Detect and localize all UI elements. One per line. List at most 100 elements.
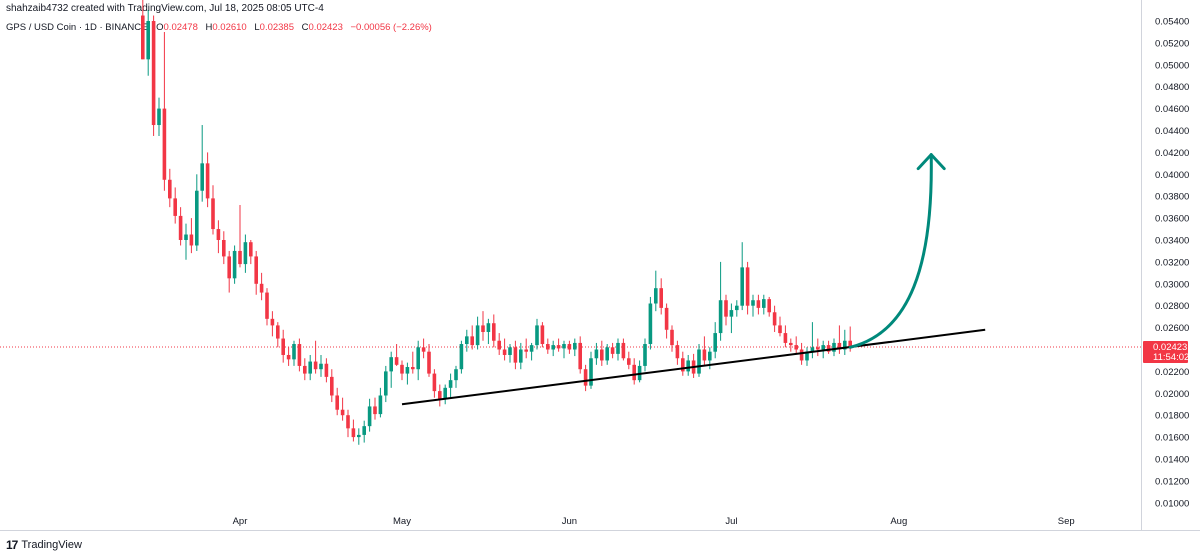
price-tick-label: 0.02600: [1155, 323, 1189, 334]
candle-body: [535, 325, 539, 346]
candle-body: [465, 336, 469, 345]
candle-body: [708, 351, 712, 361]
candle-body: [416, 347, 420, 370]
candle-body: [346, 415, 350, 429]
candle-body: [654, 288, 658, 304]
candle-body: [826, 345, 831, 352]
candle-body: [394, 357, 399, 365]
price-tick-label: 0.01400: [1155, 455, 1189, 466]
candle-body: [497, 340, 501, 350]
candle-body: [632, 364, 636, 381]
candle-body: [373, 406, 377, 415]
price-tag: 0.02423 11:54:02: [1143, 340, 1189, 363]
symbol-name[interactable]: GPS / USD Coin · 1D · BINANCE: [6, 22, 148, 33]
price-tick-label: 0.04000: [1155, 170, 1189, 181]
open-label: O: [156, 22, 164, 33]
candle-body: [205, 163, 210, 199]
tradingview-logo-icon: 17: [6, 538, 18, 552]
candle-body: [454, 369, 458, 381]
support-trendline[interactable]: [401, 328, 986, 406]
price-tag-price: 0.02423: [1153, 342, 1187, 353]
price-tick-label: 0.05400: [1155, 17, 1189, 28]
candle-body: [546, 344, 550, 350]
candle-body: [567, 344, 572, 350]
candle-body: [740, 267, 744, 306]
footer-brand[interactable]: 17 TradingView: [6, 538, 82, 552]
price-tick-label: 0.01600: [1155, 433, 1189, 444]
candle-body: [313, 361, 318, 370]
candle-body: [189, 234, 194, 246]
candle-body: [513, 347, 518, 363]
candle-body: [783, 333, 788, 343]
candle-body: [157, 108, 161, 126]
candle-body: [308, 361, 312, 374]
candle-body: [281, 338, 285, 355]
candle-body: [762, 299, 766, 308]
candle-body: [616, 342, 620, 354]
candle-body: [297, 344, 302, 366]
candle-body: [594, 349, 599, 359]
candle-body: [319, 363, 323, 370]
candle-body: [362, 426, 366, 435]
candle-body: [837, 342, 842, 350]
candle-body: [810, 347, 815, 352]
price-axis[interactable]: 0.05400 0.05200 0.05000 0.04800 0.04600 0.044…: [1155, 17, 1189, 510]
candle-body: [772, 312, 777, 326]
candle-body: [724, 300, 728, 317]
candle-body: [227, 256, 231, 279]
time-tick-label: May: [393, 516, 411, 527]
candle-body: [330, 376, 334, 396]
price-tick-label: 0.01800: [1155, 411, 1189, 422]
candle-body: [670, 329, 674, 346]
candle-body: [486, 323, 491, 332]
price-tick-label: 0.04600: [1155, 104, 1189, 115]
high-label: H: [205, 22, 213, 33]
price-tag-countdown: 11:54:02: [1153, 352, 1189, 363]
projection-arrow[interactable]: [848, 153, 946, 349]
candle-body: [540, 325, 545, 345]
candle-body: [335, 395, 339, 410]
time-axis[interactable]: Apr May Jun Jul Aug Sep: [233, 516, 1075, 527]
candle-body: [481, 325, 485, 332]
candle-body: [389, 357, 393, 372]
candle-body: [351, 428, 356, 438]
change-value: −0.00056 (−2.26%): [350, 22, 432, 33]
candle-body: [718, 300, 723, 334]
symbol-legend: GPS / USD Coin · 1D · BINANCE O0.02478 H…: [6, 22, 437, 33]
candle-body: [794, 345, 798, 350]
candle-body: [303, 365, 307, 374]
candle-body: [508, 347, 512, 355]
candle-body: [173, 198, 177, 216]
candles-group: [141, 0, 852, 445]
candle-body: [702, 349, 707, 361]
candle-body: [735, 305, 739, 311]
candle-body: [475, 325, 480, 346]
time-tick-label: Jul: [725, 516, 737, 527]
candle-body: [340, 409, 345, 416]
candle-body: [843, 340, 847, 350]
candle-body: [378, 395, 383, 415]
candle-body: [583, 369, 588, 386]
candle-body: [232, 250, 237, 279]
candle-body: [675, 345, 680, 359]
candle-body: [621, 342, 626, 359]
candle-body: [778, 325, 782, 334]
candle-body: [178, 215, 183, 240]
candle-body: [270, 318, 275, 326]
price-tick-label: 0.05000: [1155, 60, 1189, 71]
candle-body: [162, 108, 167, 180]
candle-body: [816, 347, 820, 350]
price-tick-label: 0.03200: [1155, 257, 1189, 268]
candle-body: [805, 351, 809, 361]
candle-body: [238, 250, 242, 265]
candle-body: [605, 347, 609, 361]
open-value: 0.02478: [163, 22, 198, 33]
candle-body: [168, 179, 172, 199]
candle-body: [195, 190, 199, 246]
candle-body: [551, 345, 555, 350]
candle-body: [254, 256, 258, 284]
time-tick-label: Sep: [1058, 516, 1075, 527]
candle-body: [524, 349, 528, 352]
candle-body: [556, 345, 561, 349]
